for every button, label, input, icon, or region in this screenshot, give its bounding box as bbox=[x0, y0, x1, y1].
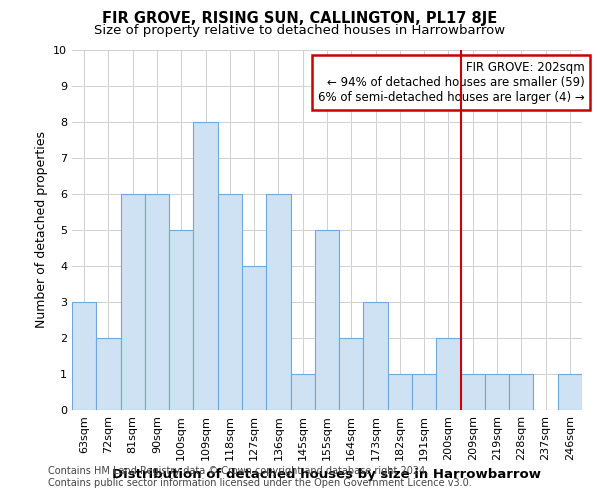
Bar bbox=[218, 194, 242, 410]
Bar bbox=[509, 374, 533, 410]
Bar bbox=[266, 194, 290, 410]
Text: Contains HM Land Registry data © Crown copyright and database right 2024.
Contai: Contains HM Land Registry data © Crown c… bbox=[48, 466, 472, 487]
Bar bbox=[145, 194, 169, 410]
Text: FIR GROVE, RISING SUN, CALLINGTON, PL17 8JE: FIR GROVE, RISING SUN, CALLINGTON, PL17 … bbox=[103, 11, 497, 26]
Text: FIR GROVE: 202sqm
← 94% of detached houses are smaller (59)
6% of semi-detached : FIR GROVE: 202sqm ← 94% of detached hous… bbox=[317, 61, 584, 104]
Bar bbox=[436, 338, 461, 410]
Text: Size of property relative to detached houses in Harrowbarrow: Size of property relative to detached ho… bbox=[94, 24, 506, 37]
X-axis label: Distribution of detached houses by size in Harrowbarrow: Distribution of detached houses by size … bbox=[113, 468, 542, 481]
Bar bbox=[169, 230, 193, 410]
Bar bbox=[242, 266, 266, 410]
Bar bbox=[412, 374, 436, 410]
Bar bbox=[388, 374, 412, 410]
Bar bbox=[364, 302, 388, 410]
Bar bbox=[121, 194, 145, 410]
Bar bbox=[485, 374, 509, 410]
Bar bbox=[315, 230, 339, 410]
Bar bbox=[96, 338, 121, 410]
Bar bbox=[339, 338, 364, 410]
Bar bbox=[72, 302, 96, 410]
Y-axis label: Number of detached properties: Number of detached properties bbox=[35, 132, 47, 328]
Bar bbox=[461, 374, 485, 410]
Bar bbox=[193, 122, 218, 410]
Bar bbox=[558, 374, 582, 410]
Bar bbox=[290, 374, 315, 410]
